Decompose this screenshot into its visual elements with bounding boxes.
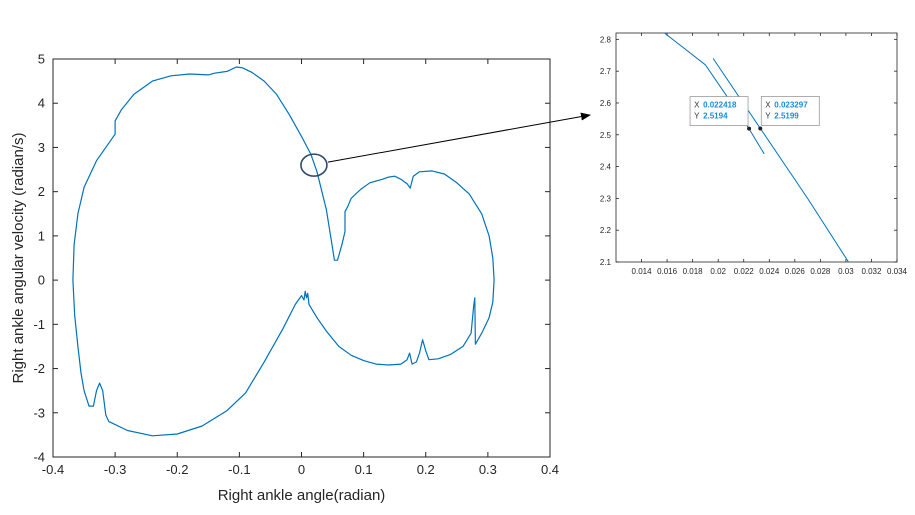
inset-y-tick-label: 2.1 [600,258,612,267]
inset-x-tick-label: 0.026 [785,267,806,276]
datatip-y-value: 2.5194 [703,112,728,121]
y-tick-label: 5 [38,52,45,67]
datatip-marker[interactable] [747,126,752,131]
inset-x-tick-label: 0.02 [710,267,726,276]
inset-line-segment [664,32,765,155]
zoom-inset-chart: 0.014 0.016 0.018 0.02 0.022 0.024 0.026 0.028 0… [600,32,908,276]
y-tick-label: 1 [38,228,45,243]
inset-y-tick-label: 2.4 [600,163,612,172]
datatip-box [689,96,749,127]
y-axis-label: Right ankle angular velocity (radian/s) [10,133,27,384]
inset-x-tick-label: 0.032 [861,267,882,276]
x-tick-label: 0.1 [355,462,373,477]
datatip-box [760,96,820,126]
inset-axes-frame [615,32,898,263]
inset-x-tick-label: 0.014 [632,267,653,276]
phase-portrait-line [72,66,495,437]
datatip-y-label: Y [765,111,771,120]
x-tick-label: -0.4 [42,462,64,477]
x-tick-label: -0.3 [104,462,126,477]
x-tick-label: -0.1 [228,462,250,477]
inset-y-tick-label: 2.6 [600,99,612,108]
datatip-x-label: X [765,100,771,109]
y-tick-label: -1 [33,317,45,332]
datatip-y-label: Y [694,112,700,121]
inset-x-tick-label: 0.03 [838,267,854,276]
x-tick-label: 0.2 [417,462,435,477]
y-tick-label: -3 [33,405,45,420]
inset-y-tick-label: 2.3 [600,194,612,203]
datatip-x-value: 0.023297 [774,100,808,109]
y-tick-label: 3 [38,140,45,155]
main-axes-frame [52,58,551,458]
inset-x-tick-label: 0.028 [810,267,831,276]
x-tick-label: 0.4 [541,462,559,477]
inset-x-tick-label: 0.022 [734,267,755,276]
datatip-x-label: X [694,101,700,110]
inset-y-tick-label: 2.2 [600,226,612,235]
inset-y-tick-label: 2.7 [600,67,612,76]
datatip-y-value: 2.5199 [774,111,799,120]
x-tick-label: 0.3 [479,462,497,477]
y-tick-label: 4 [38,96,45,111]
inset-x-tick-label: 0.024 [759,267,780,276]
datatip-x-value: 0.022418 [703,101,737,110]
datatip-marker[interactable] [758,126,763,131]
inset-x-tick-label: 0.016 [657,267,678,276]
y-tick-label: -4 [33,450,45,465]
y-tick-label: 0 [38,273,45,288]
y-tick-label: 2 [38,184,45,199]
zoom-region-circle [300,153,328,177]
main-chart: -0.4 -0.3 -0.2 -0.1 0 0.1 0.2 0.3 0.4 -4 -3 -2 -1 0 1… [10,52,559,505]
x-tick-label: -0.2 [166,462,188,477]
inset-x-tick-label: 0.034 [887,267,908,276]
zoom-arrow [327,112,591,163]
inset-line-segment [712,58,849,263]
inset-y-tick-label: 2.8 [600,35,612,44]
inset-x-tick-label: 0.018 [683,267,704,276]
y-tick-label: -2 [33,361,45,376]
x-tick-label: 0 [298,462,305,477]
inset-y-tick-label: 2.5 [600,131,612,140]
x-axis-label: Right ankle angle(radian) [218,487,386,504]
